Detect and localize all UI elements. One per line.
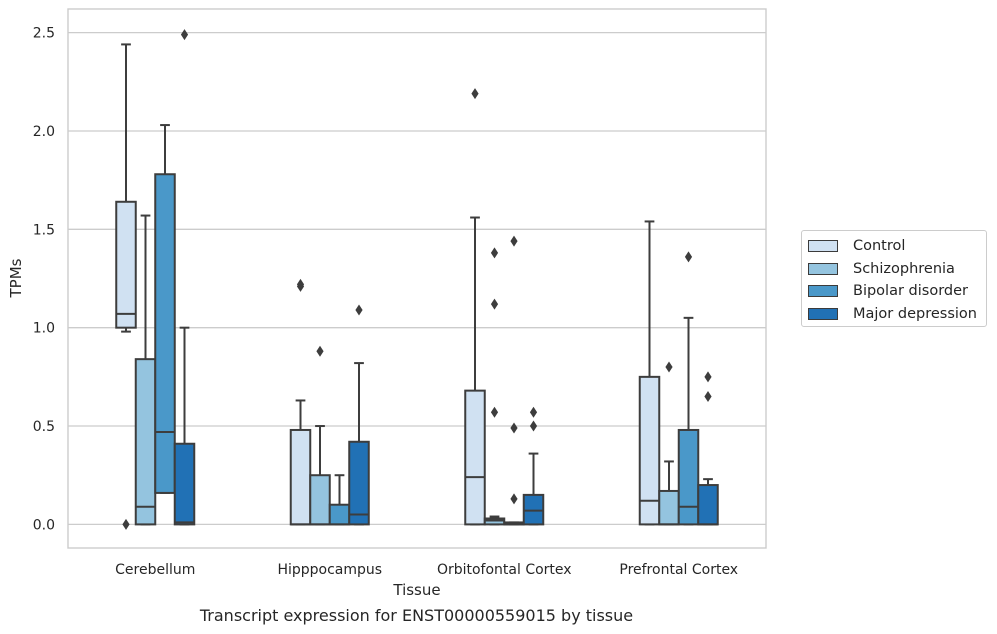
legend-item-bipolar-disorder: Bipolar disorder [808,280,986,303]
box-iqr [638,375,661,526]
box-iqr [464,389,486,526]
legend-swatch-major-depression [808,307,838,320]
flier-point [704,371,712,383]
flier-point [122,518,130,530]
legend-swatch-control [808,240,838,253]
flier-point [471,88,479,100]
flier-point [316,345,324,357]
legend-item-major-depression: Major depression [808,303,986,326]
box [503,235,525,526]
legend-label-bipolar-disorder: Bipolar disorder [853,283,968,300]
box [697,371,719,526]
box-iqr [348,440,370,526]
box-iqr [154,173,176,494]
box [483,247,506,526]
box [289,278,312,526]
legend-item-control: Control [808,235,986,258]
flier-point [529,420,538,432]
plot-frame [67,8,767,549]
chart-caption: Transcript expression for ENST0000055901… [199,606,634,625]
flier-point [355,304,363,316]
box [328,474,351,526]
box-groups [115,29,719,530]
x-tick-labels: Cerebellum Hipppocampus Orbitofontal Corte… [115,562,738,578]
box [677,251,700,526]
flier-point [510,422,518,434]
x-tick-label: Prefrontal Cortex [619,562,738,578]
box [658,361,680,526]
flier-point [490,298,499,310]
flier-point [684,251,693,263]
x-tick-label: Hipppocampus [277,562,382,578]
box-iqr [134,358,157,526]
y-tick-label: 0.5 [33,419,55,435]
legend-swatch-schizophrenia [808,262,838,275]
x-axis-label: Tissue [392,581,440,599]
box-iqr [115,200,137,329]
box [173,29,196,526]
y-axis-label: TPMs [7,258,25,298]
box-iqr [289,428,312,526]
box [348,304,370,526]
x-tick-label: Cerebellum [115,562,195,578]
y-tick-label: 0.0 [33,517,55,533]
y-tick-label: 2.0 [33,124,55,140]
y-tick-label: 2.5 [33,26,55,42]
box-iqr [309,474,331,526]
box [154,124,176,494]
box [134,214,157,526]
legend: Control Schizophrenia Bipolar disorder M… [801,230,987,327]
box-iqr [677,428,700,526]
y-tick-label: 1.0 [33,321,55,337]
flier-point [510,235,518,247]
y-tick-labels: 0.0 0.5 1.0 1.5 2.0 2.5 [33,26,55,534]
flier-point [180,29,189,41]
box [522,406,545,526]
box [464,88,486,526]
flier-point [490,247,499,259]
flier-point [529,406,538,418]
box [309,345,331,526]
flier-point [296,278,305,290]
flier-point [490,406,499,418]
legend-label-major-depression: Major depression [853,305,977,322]
y-tick-label: 1.5 [33,222,55,238]
box-iqr [658,489,680,526]
flier-point [665,361,673,373]
box [115,43,137,530]
box-iqr [173,442,196,526]
legend-swatch-bipolar-disorder [808,285,838,298]
box [638,220,661,526]
legend-label-schizophrenia: Schizophrenia [853,260,955,277]
box-iqr [328,503,351,526]
flier-point [704,391,712,403]
flier-point [510,493,518,505]
legend-item-schizophrenia: Schizophrenia [808,258,986,281]
legend-label-control: Control [853,238,906,255]
box-iqr [697,484,719,526]
x-tick-label: Orbitofontal Cortex [437,562,572,578]
